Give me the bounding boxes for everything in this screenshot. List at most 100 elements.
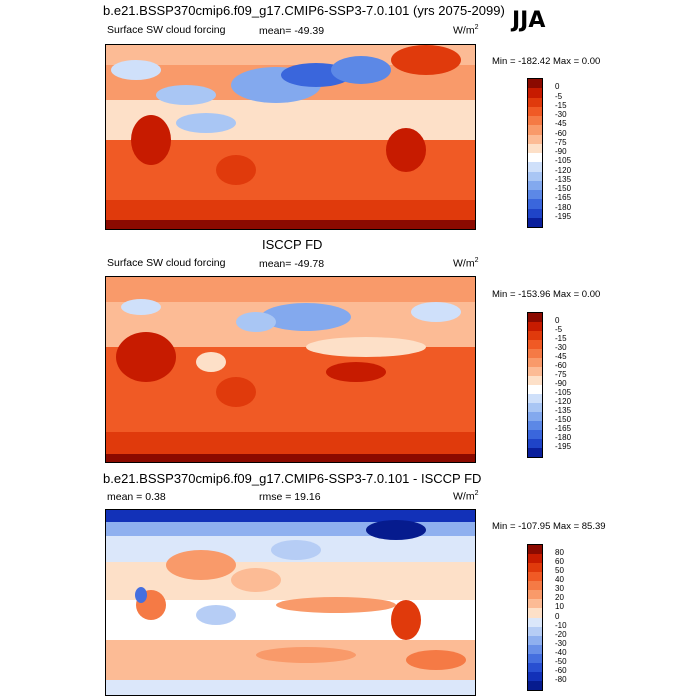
panel3-map (105, 509, 476, 696)
panel3-colorbar-tick-label: -50 (555, 656, 567, 666)
panel1-colorbar-tick-label: -15 (555, 100, 567, 110)
panel2-colorbar-tick-label: -15 (555, 334, 567, 343)
panel1-colorbar-swatch (528, 217, 542, 227)
season-label: JJA (512, 8, 546, 33)
panel1-colorbar-tick-label: -180 (555, 202, 572, 212)
panel3-colorbar-swatch (528, 662, 542, 672)
panel1-colorbar-tick-label: -90 (555, 147, 567, 156)
panel3-colorbar-tick-label: -30 (555, 638, 567, 648)
panel2-map (105, 276, 476, 463)
panel3-title: b.e21.BSSP370cmip6.f09_g17.CMIP6-SSP3-7.… (103, 471, 482, 486)
panel1-colorbar-tick-label: -105 (555, 156, 572, 166)
panel3-map-field (106, 510, 475, 695)
panel2-colorbar-tick-label: -5 (555, 325, 563, 334)
panel3-colorbar-swatch (528, 572, 542, 582)
panel2-units: W/m2 (453, 257, 479, 270)
panel3-colorbar-tick-label: 80 (555, 548, 564, 558)
panel1-colorbar-tick-label: -135 (555, 174, 572, 184)
panel1-colorbar-swatch (528, 208, 542, 218)
panel3-colorbar-tick-label: -80 (555, 674, 567, 684)
panel3-colorbar-swatch (528, 599, 542, 609)
panel2-colorbar-swatch (528, 340, 542, 349)
panel1-colorbar-tick-label: -60 (555, 128, 567, 138)
panel1-colorbar-tick-label: -30 (555, 110, 567, 119)
panel1-colorbar-swatch (528, 162, 542, 172)
panel1-colorbar-tick-label: -150 (555, 184, 572, 193)
panel3-colorbar-tick-label: 50 (555, 566, 564, 576)
panel2-colorbar-tick-label: -135 (555, 406, 572, 415)
panel3-colorbar-swatch (528, 626, 542, 636)
panel3-colorbar-tick-label: -20 (555, 629, 567, 639)
panel3-colorbar-swatch (528, 653, 542, 663)
panel1-map-field (106, 45, 475, 229)
panel1-colorbar-swatch (528, 153, 542, 163)
panel1-colorbar-swatch (528, 125, 542, 135)
panel2-colorbar-tick-label: -60 (555, 361, 567, 370)
panel1-mean: mean= -49.39 (259, 25, 325, 37)
panel1-colorbar-tick-label: -120 (555, 165, 572, 175)
panel2-colorbar-swatch (528, 367, 542, 376)
panel3-colorbar-tick-label: -60 (555, 665, 567, 675)
panel1-colorbar-swatch (528, 97, 542, 107)
panel1-colorbar-swatch (528, 134, 542, 144)
panel3-colorbar-tick-label: 0 (555, 611, 560, 621)
panel3-colorbar (527, 544, 543, 691)
panel1-colorbar-tick-label: -5 (555, 91, 563, 101)
panel2-colorbar-tick-label: -45 (555, 352, 567, 361)
panel3-colorbar-tick-label: 30 (555, 584, 564, 594)
panel2-colorbar (527, 312, 543, 458)
panel2-colorbar-swatch (528, 430, 542, 439)
panel2-colorbar-swatch (528, 313, 542, 322)
panel1-colorbar-tick-label: -195 (555, 211, 572, 221)
panel2-colorbar-tick-label: -30 (555, 343, 567, 352)
panel3-colorbar-swatch (528, 554, 542, 564)
panel3-colorbar-swatch (528, 545, 542, 555)
panel3-colorbar-swatch (528, 590, 542, 600)
panel2-mean: mean= -49.78 (259, 258, 325, 270)
panel3-colorbar-swatch (528, 608, 542, 618)
panel2-variable-label: Surface SW cloud forcing (107, 257, 226, 269)
panel3-colorbar-swatch (528, 617, 542, 627)
panel1-map (105, 44, 476, 230)
panel3-minmax: Min = -107.95 Max = 85.39 (492, 521, 606, 532)
panel2-colorbar-tick-label: -195 (555, 442, 572, 451)
main-title: b.e21.BSSP370cmip6.f09_g17.CMIP6-SSP3-7.… (103, 3, 505, 18)
panel1-colorbar (527, 78, 543, 228)
panel3-colorbar-tick-label: -10 (555, 620, 567, 630)
panel1-colorbar-tick-label: 0 (555, 82, 560, 92)
panel1-colorbar-swatch (528, 106, 542, 116)
panel3-colorbar-tick-label: 20 (555, 593, 564, 603)
panel2-colorbar-swatch (528, 421, 542, 430)
panel1-colorbar-swatch (528, 116, 542, 126)
panel2-colorbar-swatch (528, 394, 542, 403)
panel2-colorbar-tick-label: -165 (555, 424, 572, 433)
panel2-colorbar-swatch (528, 376, 542, 385)
panel1-units: W/m2 (453, 24, 479, 37)
panel1-colorbar-tick-label: -45 (555, 119, 567, 129)
panel2-colorbar-swatch (528, 358, 542, 367)
panel1-colorbar-swatch (528, 79, 542, 89)
panel2-colorbar-swatch (528, 385, 542, 394)
panel1-colorbar-tick-label: -75 (555, 137, 567, 147)
panel2-colorbar-tick-label: -90 (555, 379, 567, 388)
panel1-minmax: Min = -182.42 Max = 0.00 (492, 56, 601, 67)
panel3-colorbar-tick-label: 10 (555, 602, 564, 612)
panel3-colorbar-swatch (528, 635, 542, 645)
panel2-colorbar-swatch (528, 403, 542, 412)
panel2-colorbar-swatch (528, 448, 542, 457)
panel2-colorbar-swatch (528, 322, 542, 331)
panel2-colorbar-tick-label: -150 (555, 415, 572, 424)
panel1-colorbar-swatch (528, 143, 542, 153)
panel2-colorbar-tick-label: 0 (555, 316, 560, 325)
panel2-minmax: Min = -153.96 Max = 0.00 (492, 289, 601, 300)
panel2-colorbar-tick-label: -120 (555, 397, 572, 406)
panel2-colorbar-swatch (528, 349, 542, 358)
panel2-map-field (106, 277, 475, 462)
panel3-mean: mean = 0.38 (107, 491, 166, 503)
panel3-colorbar-swatch (528, 581, 542, 591)
panel1-variable-label: Surface SW cloud forcing (107, 24, 226, 36)
panel3-colorbar-swatch (528, 680, 542, 690)
panel1-colorbar-swatch (528, 88, 542, 98)
panel3-colorbar-swatch (528, 563, 542, 573)
panel3-colorbar-swatch (528, 644, 542, 654)
